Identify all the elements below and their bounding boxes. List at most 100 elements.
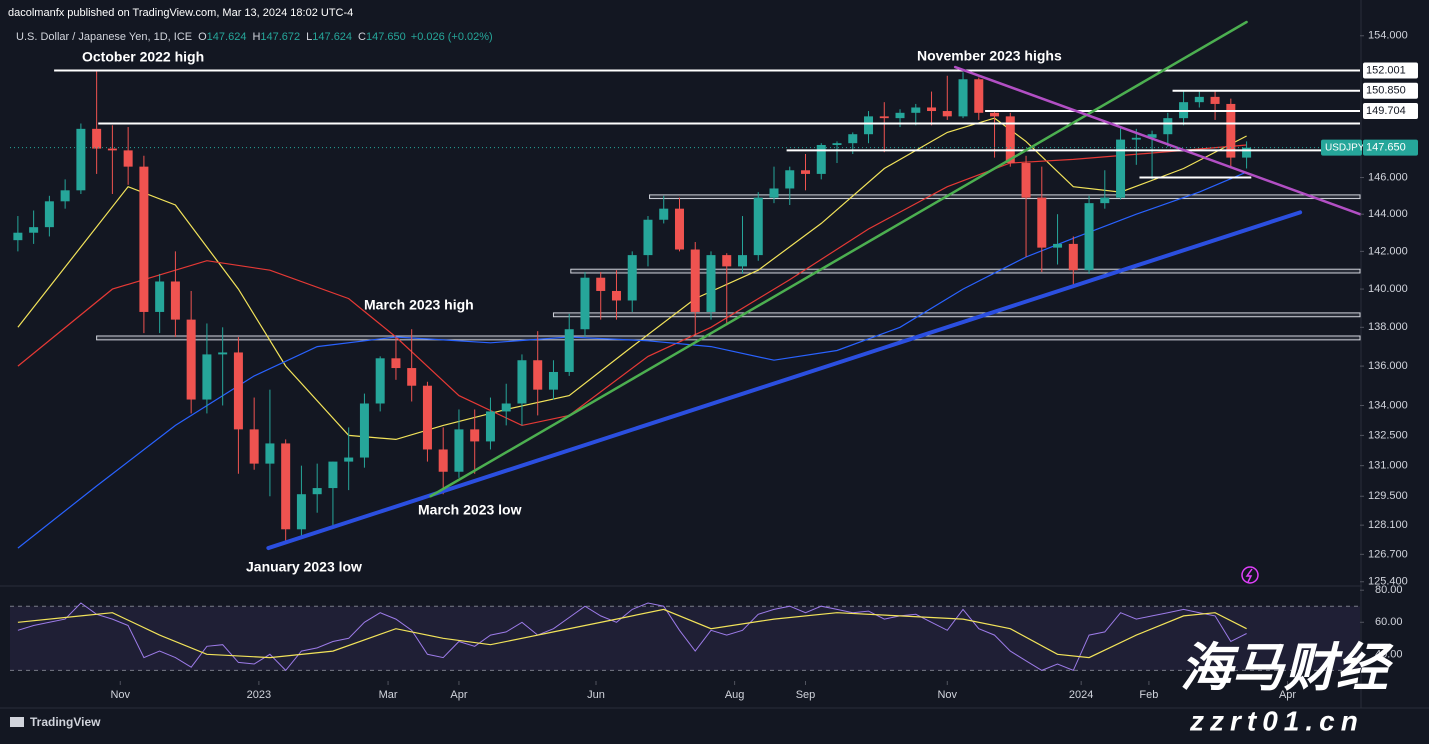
price-pane — [10, 20, 1362, 551]
candle-body — [659, 208, 669, 220]
candle-body — [1210, 96, 1220, 104]
zone — [649, 194, 1361, 200]
candle-body — [990, 112, 1000, 117]
annotation: March 2023 high — [364, 297, 474, 313]
y-tick-label: 129.500 — [1368, 490, 1408, 502]
candle-body — [249, 429, 259, 464]
candle-body — [737, 255, 747, 267]
zone — [96, 335, 1361, 341]
candle-body — [265, 443, 275, 464]
candle-body — [202, 354, 212, 400]
y-tick-label: 146.000 — [1368, 171, 1408, 183]
candle-body — [769, 188, 779, 198]
candle-body — [848, 134, 858, 144]
candle-body — [92, 128, 102, 149]
quote-key: L — [306, 31, 312, 43]
x-tick-label: Apr — [450, 689, 467, 701]
zone — [552, 312, 1361, 318]
candle-body — [1116, 139, 1126, 198]
candle-body — [895, 112, 905, 119]
candle-body — [107, 148, 117, 151]
quote-change: +0.026 (+0.02%) — [411, 31, 493, 43]
candle-body — [375, 358, 385, 404]
price-tag-label: 147.650 — [1366, 142, 1406, 154]
candle-body — [218, 352, 228, 355]
candle-body — [60, 190, 70, 202]
candle-body — [454, 429, 464, 472]
candle-body — [438, 449, 448, 472]
candle-body — [1226, 103, 1236, 158]
y-tick-label: 126.700 — [1368, 548, 1408, 560]
x-tick-label: Nov — [937, 689, 957, 701]
candle-body — [470, 429, 480, 442]
y-tick-label: 128.100 — [1368, 519, 1408, 531]
level-tag-label: 152.001 — [1366, 64, 1406, 76]
candle-body — [328, 461, 338, 489]
watermark-title: 海马财经 — [1180, 640, 1394, 698]
x-tick-label: Mar — [379, 689, 398, 701]
level-tag-label: 149.704 — [1366, 105, 1406, 117]
trendline — [953, 65, 1362, 216]
candle-body — [29, 227, 39, 233]
x-tick-label: Feb — [1139, 689, 1158, 701]
y-tick-label: 131.000 — [1368, 460, 1408, 472]
candle-body — [139, 166, 149, 312]
candle-body — [1131, 137, 1141, 140]
y-tick-label: 125.400 — [1368, 576, 1408, 588]
y-tick-label: 154.000 — [1368, 30, 1408, 42]
zone — [570, 268, 1361, 274]
candle-body — [627, 255, 637, 301]
candle-body — [155, 281, 165, 312]
rsi-tick-label: 60.00 — [1375, 616, 1403, 628]
tv-logo[interactable]: TradingView — [30, 715, 101, 729]
candle-body — [1242, 147, 1252, 158]
x-tick-label: Jun — [587, 689, 605, 701]
candle-body — [801, 170, 811, 174]
annotation: November 2023 highs — [917, 48, 1062, 64]
candle-body — [76, 128, 86, 191]
publisher: dacolmanfx published on TradingView.com,… — [8, 7, 353, 19]
moving-average — [17, 117, 1247, 441]
candle-body — [1037, 197, 1047, 248]
candle-body — [517, 360, 527, 404]
candle-body — [233, 352, 243, 430]
candle-body — [186, 319, 196, 400]
candle-body — [785, 170, 795, 189]
candle-body — [422, 385, 432, 450]
x-tick-label: Sep — [796, 689, 816, 701]
candle-body — [722, 255, 732, 267]
quote-key: H — [252, 31, 260, 43]
moving-average — [17, 144, 1247, 427]
candle-body — [580, 277, 590, 330]
symbol-tag-label: USDJPY — [1325, 142, 1365, 153]
candle-body — [706, 255, 716, 312]
level-tag — [1363, 102, 1418, 119]
rsi-tick-label: 40.00 — [1375, 648, 1403, 660]
candle-body — [123, 150, 133, 167]
candle-body — [753, 197, 763, 256]
x-tick-label: 2023 — [247, 689, 271, 701]
trendline — [429, 20, 1248, 498]
rsi-pane — [10, 602, 1360, 672]
candle-body — [13, 232, 23, 241]
candle-body — [1053, 243, 1063, 248]
quote-key: O — [198, 31, 207, 43]
symbol: U.S. Dollar / Japanese Yen, 1D, ICE — [16, 31, 192, 43]
level-tag-label: 150.850 — [1366, 85, 1406, 97]
candle-body — [170, 281, 180, 320]
candle-body — [501, 403, 511, 412]
tv-logo-mark — [10, 717, 24, 727]
y-tick-label: 136.000 — [1368, 360, 1408, 372]
candle-body — [1084, 203, 1094, 271]
y-tick-label: 138.000 — [1368, 321, 1408, 333]
y-tick-label: 132.500 — [1368, 429, 1408, 441]
alert-icon[interactable] — [1241, 566, 1259, 584]
annotation: March 2023 low — [418, 502, 522, 518]
y-tick-label: 134.000 — [1368, 399, 1408, 411]
candle-body — [407, 368, 417, 386]
quote-line: U.S. Dollar / Japanese Yen, 1D, ICE O147.… — [16, 31, 493, 43]
candle-body — [690, 249, 700, 312]
candle-body — [281, 443, 291, 530]
level-tag — [1363, 62, 1418, 79]
